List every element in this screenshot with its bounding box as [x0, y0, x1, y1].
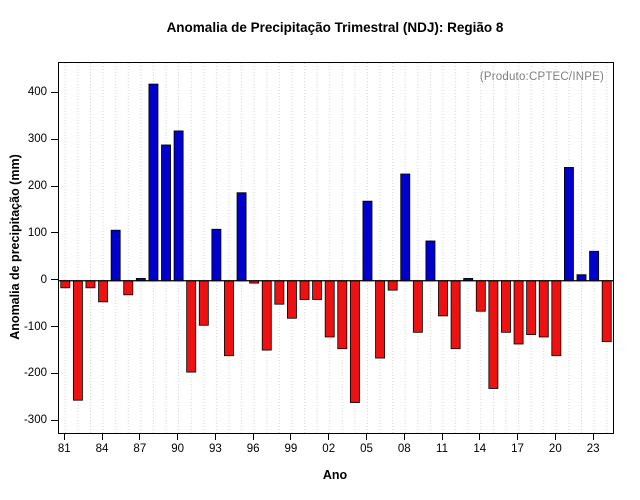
bar-2009: [412, 280, 423, 333]
x-tick-label: 99: [284, 443, 298, 455]
bar-2018: [526, 280, 537, 336]
y-tick-mark: [51, 279, 58, 281]
chart-title: Anomalia de Precipitação Trimestral (NDJ…: [166, 20, 504, 35]
x-tick-mark: [365, 433, 367, 440]
x-tick-label: 14: [473, 443, 487, 455]
x-tick-mark: [403, 433, 405, 440]
bar-1997: [261, 280, 272, 351]
bar-2023: [589, 250, 600, 282]
x-tick-mark: [177, 433, 179, 440]
bar-1998: [274, 280, 285, 305]
x-tick-mark: [139, 433, 141, 440]
y-tick-label: -100: [23, 320, 47, 333]
y-tick-label: 300: [27, 133, 47, 146]
x-tick-label: 23: [586, 443, 600, 455]
y-tick-mark: [51, 185, 58, 187]
bar-2024: [601, 280, 612, 343]
bar-1990: [173, 130, 184, 282]
bar-1991: [186, 280, 197, 373]
y-tick-label: 100: [27, 226, 47, 239]
bar-1995: [236, 192, 247, 282]
bar-2000: [299, 280, 310, 300]
x-tick-label: 81: [57, 443, 71, 455]
bar-2006: [375, 280, 386, 359]
bar-2010: [425, 240, 436, 282]
x-tick-label: 93: [208, 443, 222, 455]
bar-1993: [211, 228, 222, 282]
bar-1999: [286, 280, 297, 319]
y-tick-mark: [51, 326, 58, 328]
bar-1985: [110, 229, 121, 282]
x-tick-mark: [101, 433, 103, 440]
x-tick-mark: [517, 433, 519, 440]
x-tick-label: 08: [397, 443, 411, 455]
x-tick-mark: [214, 433, 216, 440]
x-tick-mark: [554, 433, 556, 440]
x-tick-label: 05: [360, 443, 373, 455]
bar-2004: [349, 280, 360, 403]
bar-2007: [387, 280, 398, 291]
source-annotation: (Produto:CPTEC/INPE): [479, 71, 604, 83]
x-tick-label: 11: [436, 443, 448, 455]
x-tick-mark: [441, 433, 443, 440]
bar-2003: [337, 280, 348, 350]
x-tick-mark: [63, 433, 65, 440]
bar-2008: [400, 173, 411, 282]
bar-2017: [513, 280, 524, 345]
bar-2014: [475, 280, 486, 312]
bar-1981: [60, 280, 71, 289]
y-tick-mark: [51, 138, 58, 140]
bar-1982: [72, 280, 83, 401]
bars-canvas: [59, 63, 613, 433]
x-tick-mark: [290, 433, 292, 440]
x-tick-label: 87: [133, 443, 147, 455]
bar-1986: [123, 280, 134, 296]
y-tick-mark: [51, 91, 58, 93]
bar-1983: [85, 280, 96, 289]
bar-2001: [312, 280, 323, 300]
x-tick-mark: [479, 433, 481, 440]
bar-2021: [563, 167, 574, 282]
x-tick-label: 20: [548, 443, 562, 455]
bar-2016: [501, 280, 511, 333]
bar-2011: [438, 280, 448, 317]
y-tick-label: -200: [23, 367, 47, 380]
y-tick-label: 0: [40, 273, 47, 286]
bar-2012: [450, 280, 461, 350]
x-axis-title: Ano: [322, 468, 348, 482]
y-tick-label: -300: [23, 414, 47, 427]
bar-2022: [576, 274, 587, 282]
x-tick-label: 96: [246, 443, 260, 455]
x-tick-mark: [592, 433, 594, 440]
x-tick-label: 17: [511, 443, 524, 455]
bar-1994: [224, 280, 234, 357]
bar-2005: [362, 200, 373, 282]
x-tick-label: 84: [95, 443, 109, 455]
plot-area: (Produto:CPTEC/INPE): [58, 62, 614, 434]
bar-1988: [148, 83, 159, 282]
x-tick-label: 02: [322, 443, 336, 455]
bar-2015: [488, 280, 499, 389]
y-tick-label: 200: [27, 180, 47, 193]
bar-1984: [98, 280, 109, 303]
y-tick-label: 400: [27, 86, 47, 99]
y-tick-mark: [51, 232, 58, 234]
bar-1992: [198, 280, 209, 326]
bar-2002: [324, 280, 335, 338]
y-tick-mark: [51, 419, 58, 421]
x-tick-label: 90: [171, 443, 184, 455]
y-tick-mark: [51, 372, 58, 374]
x-tick-mark: [328, 433, 330, 440]
bar-1989: [161, 144, 171, 282]
bar-2019: [538, 280, 549, 338]
x-tick-mark: [252, 433, 254, 440]
bar-2020: [551, 280, 562, 357]
